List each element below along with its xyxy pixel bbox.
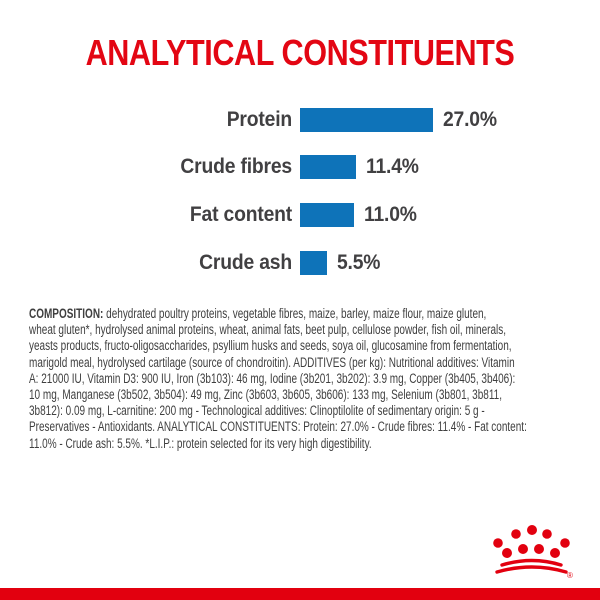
composition-lead-label: COMPOSITION: [29, 306, 107, 321]
composition-text: COMPOSITION: dehydrated poultry proteins… [29, 306, 527, 452]
bar [300, 155, 357, 180]
composition-line: 10 mg, Manganese (3b502, 3b504): 49 mg, … [29, 387, 502, 403]
composition-line: A: 21000 IU, Vitamin D3: 900 IU, Iron (3… [29, 370, 516, 386]
bar-label: Protein [226, 107, 292, 131]
analytical-constituents-chart: Protein 27.0% Crude fibres 11.4% Fat content… [0, 96, 600, 286]
composition-line: yeasts products, fructo-oligosaccharides… [29, 338, 512, 354]
bar-value: 5.5% [337, 250, 381, 274]
page-title: ANALYTICAL CONSTITUENTS [85, 32, 515, 73]
bar-label: Fat content [189, 202, 292, 226]
crown-swoosh [495, 558, 568, 574]
composition-line: 11.0% - Crude ash: 5.5%. *L.I.P.: protei… [29, 435, 372, 451]
composition-line: wheat gluten*, hydrolysed animal protein… [29, 322, 507, 338]
bar-label: Crude fibres [180, 155, 292, 179]
composition-line: marigold meal, hydrolysed cartilage (sou… [29, 354, 515, 370]
bar-value: 11.4% [366, 155, 419, 179]
bar [300, 250, 328, 275]
bar-label: Crude ash [199, 250, 292, 274]
bar [300, 107, 434, 132]
royal-canin-crown-logo: ® [493, 525, 573, 580]
chart-row-fat-content: Fat content 11.0% [0, 191, 600, 239]
crown-dots [493, 525, 570, 558]
bar [300, 202, 355, 227]
chart-row-crude-fibres: Crude fibres 11.4% [0, 144, 600, 192]
composition-line: COMPOSITION: dehydrated poultry proteins… [29, 306, 487, 321]
bar-value: 11.0% [364, 202, 418, 226]
bar-value: 27.0% [443, 107, 497, 131]
bottom-red-bar [0, 588, 600, 600]
registered-trademark-icon: ® [567, 571, 573, 580]
chart-row-protein: Protein 27.0% [0, 96, 600, 144]
chart-row-crude-ash: Crude ash 5.5% [0, 239, 600, 287]
composition-line: Preservatives - Antioxidants. ANALYTICAL… [29, 419, 527, 435]
composition-line: 3b812): 0.09 mg, L-carnitine: 200 mg - T… [29, 403, 485, 419]
